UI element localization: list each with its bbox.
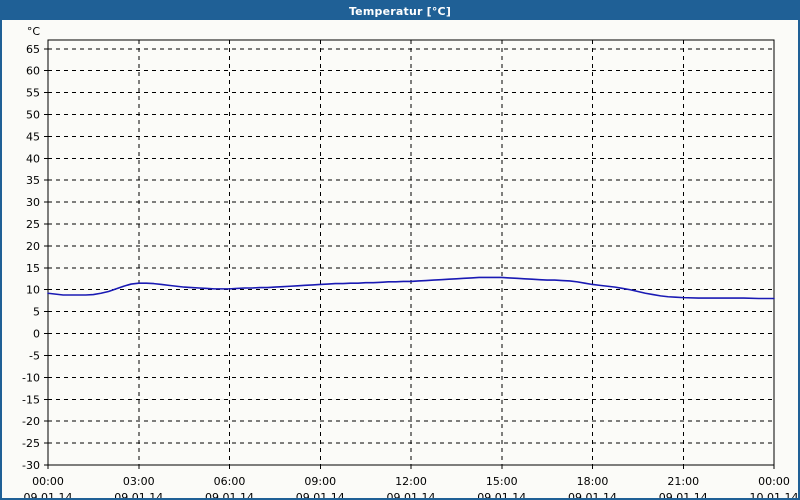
y-tick-label: 5 (33, 306, 40, 319)
y-tick-label: -5 (29, 349, 40, 362)
y-tick-label: -20 (22, 415, 40, 428)
x-tick-time-label: 15:00 (486, 475, 518, 488)
y-tick-label: -25 (22, 437, 40, 450)
x-tick-time-label: 06:00 (214, 475, 246, 488)
chart-plot-container: 65 60 55 50 45 40 35 30 25 20 15 10 5 0 -5 -10 -15 -20 -25… (2, 20, 798, 498)
y-axis-labels: 65605550454035302520151050-5-10-15-20-25… (22, 43, 40, 472)
y-tick-label: 35 (26, 174, 40, 187)
x-tick-date-label: 09.01.14 (205, 491, 254, 498)
x-tick-date-label: 09.01.14 (24, 491, 73, 498)
data-series-group (47, 276, 775, 300)
y-tick-label: 10 (26, 284, 40, 297)
y-tick-label: 50 (26, 108, 40, 121)
y-tick-label: 20 (26, 240, 40, 253)
y-axis-unit-label: °C (27, 25, 41, 38)
x-tick-date-label: 09.01.14 (568, 491, 617, 498)
x-tick-date-label: 09.01.14 (114, 491, 163, 498)
y-tick-label: 25 (26, 218, 40, 231)
y-tick-label: 55 (26, 87, 40, 100)
y-tick-label: -10 (22, 371, 40, 384)
y-tick-label: 30 (26, 196, 40, 209)
y-tick-label: 40 (26, 152, 40, 165)
unit-label: °C (27, 25, 41, 38)
x-tick-time-label: 03:00 (123, 475, 155, 488)
x-tick-time-label: 12:00 (395, 475, 427, 488)
y-tick-label: 45 (26, 130, 40, 143)
x-tick-date-label: 09.01.14 (659, 491, 708, 498)
x-tick-date-label: 09.01.14 (296, 491, 345, 498)
y-tick-label: -30 (22, 459, 40, 472)
y-tick-label: 15 (26, 262, 40, 275)
x-tick-time-label: 00:00 (32, 475, 64, 488)
y-tick-label: 65 (26, 43, 40, 56)
series-line-temperatur (47, 276, 775, 300)
x-tick-date-label: 09.01.14 (477, 491, 526, 498)
temperature-line-chart: 65605550454035302520151050-5-10-15-20-25… (22, 25, 798, 498)
window-title: Temperatur [°C] (348, 4, 452, 18)
x-tick-time-label: 09:00 (304, 475, 336, 488)
x-tick-time-label: 00:00 (758, 475, 790, 488)
x-tick-time-label: 21:00 (667, 475, 699, 488)
x-tick-time-label: 18:00 (577, 475, 609, 488)
y-tick-label: -15 (22, 393, 40, 406)
grid-lines (48, 40, 774, 465)
x-axis-labels: 00:00 09.01.14 03:00 09.01.14 06:00 09.01.14 0… (24, 475, 798, 498)
axis-ticks (44, 48, 775, 469)
window-title-bar: Temperatur [°C] (2, 2, 798, 20)
x-tick-date-label: 10.01.14 (750, 491, 798, 498)
y-tick-label: 0 (33, 328, 40, 341)
y-tick-label: 60 (26, 65, 40, 78)
x-tick-date-label: 09.01.14 (387, 491, 436, 498)
